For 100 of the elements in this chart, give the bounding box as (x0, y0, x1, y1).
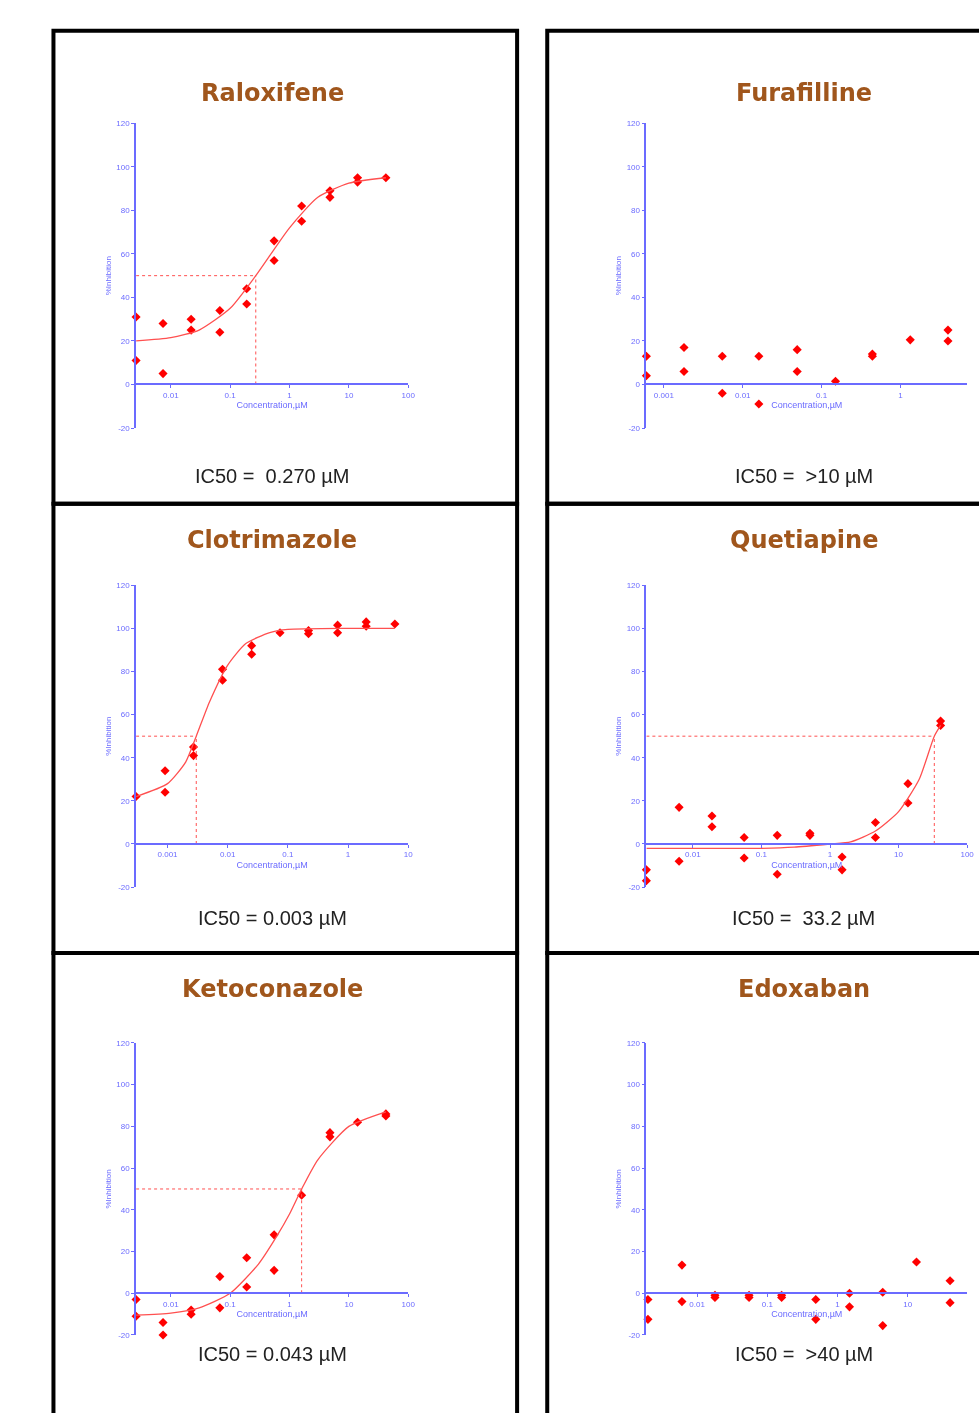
x-tick-label: 1 (827, 850, 833, 860)
y-tick-label: 120 (116, 581, 131, 591)
y-tick-label: -20 (628, 882, 641, 892)
y-tick-label: 120 (116, 119, 131, 129)
x-axis-title: Concentration,µM (771, 400, 843, 411)
x-tick-label: 10 (903, 1299, 913, 1309)
y-tick-label: 120 (626, 119, 641, 129)
x-tick-label: 0.1 (816, 390, 828, 400)
x-tick-label: 0.01 (163, 390, 180, 400)
y-tick-label: 80 (120, 206, 131, 216)
x-axis-title: Concentration,µM (236, 400, 308, 411)
y-tick-label: -20 (118, 1330, 131, 1340)
chart-title: Furafilline (736, 79, 873, 107)
x-tick-label: 0.1 (282, 850, 294, 860)
chart-title: Ketoconazole (182, 975, 364, 1003)
y-axis-title: %Inhibition (613, 256, 623, 296)
y-tick-label: 20 (631, 336, 641, 346)
x-tick-label: 0.01 (689, 1299, 706, 1309)
y-tick-label: 40 (631, 293, 641, 303)
x-tick-label: 0.001 (653, 390, 675, 400)
y-tick-label: 100 (116, 1080, 131, 1090)
y-tick-label: 20 (120, 336, 131, 346)
y-tick-label: 80 (631, 1122, 641, 1132)
y-tick-label: 0 (125, 839, 131, 849)
x-tick-label: 0.01 (163, 1299, 180, 1309)
y-tick-label: 40 (120, 753, 131, 763)
chart-title: Clotrimazole (187, 526, 358, 554)
x-axis-title: Concentration,µM (236, 1308, 308, 1319)
y-tick-label: 80 (631, 667, 641, 677)
y-tick-label: 60 (120, 249, 131, 259)
y-tick-label: 60 (120, 710, 131, 720)
y-tick-label: 120 (626, 581, 641, 591)
x-tick-label: 1 (898, 390, 904, 400)
x-tick-label: 0.001 (157, 850, 179, 860)
text: IC50 = >40 µM (735, 1343, 874, 1365)
chart-title: Quetiapine (730, 526, 879, 554)
y-tick-label: -20 (628, 1330, 641, 1340)
x-tick-label: 0.1 (755, 850, 768, 860)
x-tick-label: 100 (401, 1299, 416, 1309)
text: IC50 = 33.2 µM (732, 907, 876, 929)
y-tick-label: 100 (626, 624, 641, 634)
x-tick-label: 100 (401, 390, 416, 400)
y-tick-label: 40 (631, 753, 641, 763)
y-tick-label: 80 (631, 206, 641, 216)
y-tick-label: 0 (635, 1289, 641, 1299)
x-tick-label: 1 (287, 390, 293, 400)
y-axis-title: %Inhibition (613, 716, 623, 756)
y-tick-label: 100 (626, 162, 641, 172)
y-tick-label: 20 (120, 1247, 131, 1257)
x-tick-label: 10 (894, 850, 904, 860)
y-axis-title: %Inhibition (103, 256, 113, 296)
y-tick-label: 60 (120, 1163, 131, 1173)
x-tick-label: 10 (344, 1299, 354, 1309)
y-tick-label: 20 (120, 796, 131, 806)
x-tick-label: 0.1 (224, 1299, 237, 1309)
y-tick-label: 0 (125, 1289, 131, 1299)
y-tick-label: 40 (631, 1205, 641, 1215)
text: IC50 = >10 µM (735, 465, 874, 487)
text: IC50 = 0.003 µM (198, 907, 347, 929)
y-axis-title: %Inhibition (613, 1169, 623, 1209)
x-axis-title: Concentration,µM (771, 859, 843, 870)
x-tick-label: 100 (960, 850, 975, 860)
y-tick-label: 40 (120, 1205, 131, 1215)
text: IC50 = 0.270 µM (195, 465, 350, 487)
y-tick-label: 100 (626, 1080, 641, 1090)
y-tick-label: 20 (631, 796, 641, 806)
y-tick-label: -20 (118, 423, 131, 433)
x-tick-label: 1 (345, 850, 351, 860)
y-tick-label: -20 (118, 882, 131, 892)
y-tick-label: 20 (631, 1247, 641, 1257)
y-tick-label: 120 (626, 1038, 641, 1048)
y-tick-label: 120 (116, 1038, 131, 1048)
x-tick-label: 10 (403, 850, 414, 860)
y-tick-label: 60 (631, 710, 641, 720)
y-tick-label: 100 (116, 162, 131, 172)
x-axis-title: Concentration,µM (236, 859, 308, 870)
y-tick-label: 0 (635, 839, 641, 849)
y-tick-label: 0 (635, 380, 641, 390)
chart-title: Raloxifene (201, 79, 345, 107)
x-tick-label: 1 (287, 1299, 293, 1309)
x-tick-label: 0.01 (219, 850, 237, 860)
x-axis-title: Concentration,µM (771, 1308, 843, 1319)
x-tick-label: 10 (344, 390, 354, 400)
x-tick-label: 1 (835, 1299, 841, 1309)
y-tick-label: 40 (120, 293, 131, 303)
y-tick-label: 60 (631, 249, 641, 259)
chart-title: Edoxaban (738, 975, 871, 1003)
x-tick-label: 0.1 (761, 1299, 774, 1309)
y-tick-label: 100 (116, 624, 131, 634)
y-tick-label: 0 (125, 380, 131, 390)
x-tick-label: 0.1 (224, 390, 237, 400)
y-tick-label: 60 (631, 1163, 641, 1173)
x-tick-label: 0.01 (734, 390, 752, 400)
y-tick-label: 80 (120, 1122, 131, 1132)
x-tick-label: 0.01 (685, 850, 702, 860)
y-tick-label: -20 (628, 423, 641, 433)
y-tick-label: 80 (120, 667, 131, 677)
text: IC50 = 0.043 µM (198, 1343, 347, 1365)
y-axis-title: %Inhibition (103, 1169, 113, 1209)
y-axis-title: %Inhibition (103, 716, 113, 756)
